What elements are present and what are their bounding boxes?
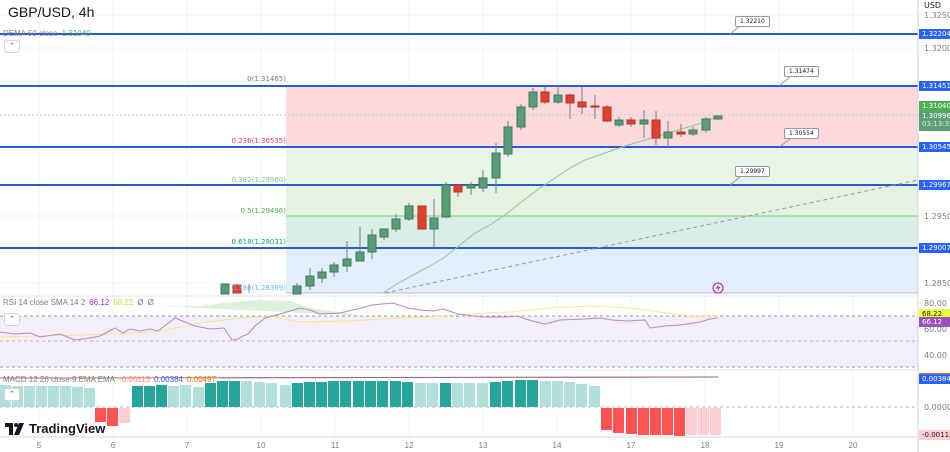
price-callout-1[interactable]: 1.32210 (735, 16, 770, 27)
macd-legend[interactable]: MACD 12 26 close 9 EMA EMA -0.00113 0.0038… (3, 375, 220, 384)
level-tag-5: 1.29007 (919, 243, 950, 253)
time-tick-14: 14 (552, 441, 562, 450)
collapse-rsi-button[interactable]: ⌃ (4, 313, 20, 326)
rsi-legend[interactable]: RSI 14 close SMA 14 2 66.12 68.22 Ø Ø (3, 298, 158, 307)
rsi-legend-label: RSI 14 close SMA 14 2 (3, 298, 86, 307)
tradingview-logo-text: TradingView (29, 421, 106, 436)
price-tick-5: 1.28500 (924, 279, 950, 288)
last-price-tag: 1.30996 03:13:35 (919, 111, 950, 131)
dema-legend-label: DEMA 50 close (3, 29, 58, 38)
macd-hist-tag: -0.00113 (919, 430, 950, 440)
time-tick-7: 7 (184, 441, 190, 450)
last-price: 1.30996 (922, 112, 950, 120)
rsi-extra-2: Ø (147, 298, 154, 307)
macd-zero-tick: 0.00000 (924, 403, 950, 412)
level-tag-3: 1.30545 (919, 142, 950, 152)
dema-legend[interactable]: DEMA 50 close 1.31040 (3, 29, 95, 38)
rsi-tick-80: 80.00 (924, 299, 947, 308)
tradingview-logo-icon (5, 422, 24, 435)
rsi-tick-60: 60.00 (924, 325, 947, 334)
dema-tag: 1.31040 (919, 101, 950, 111)
symbol-title[interactable]: GBP/USD, 4h (8, 4, 95, 20)
fib-label-0382: 0.382(1.29960) (231, 176, 286, 184)
price-callout-3[interactable]: 1.30554 (784, 128, 819, 139)
time-tick-5: 5 (36, 441, 42, 450)
fib-label-0: 0(1.31465) (247, 75, 286, 83)
time-tick-17: 17 (626, 441, 636, 450)
rsi-sma-tag: 68.22 (919, 309, 950, 319)
time-tick-20: 20 (848, 441, 858, 450)
macd-value: 0.00384 (154, 375, 183, 384)
macd-signal-value: 0.00497 (186, 375, 216, 384)
time-tick-6: 6 (110, 441, 116, 450)
collapse-macd-button[interactable]: ⌃ (4, 388, 20, 401)
collapse-legend-button[interactable]: ⌃ (4, 40, 20, 53)
macd-histogram (0, 380, 721, 436)
tradingview-logo[interactable]: TradingView (5, 421, 105, 436)
price-tick-1: 1.32500 (924, 11, 950, 20)
level-tag-2: 1.31451 (919, 81, 950, 91)
fib-label-05: 0.5(1.29496) (240, 207, 286, 215)
time-tick-19: 19 (774, 441, 784, 450)
price-tick-4: 1.29500 (924, 212, 950, 221)
candles (220, 85, 723, 295)
fib-label-0786: 0.786(1.28369) (231, 284, 286, 292)
fib-label-0236: 0.236(1.30535) (231, 137, 286, 145)
rsi-tick-40: 40.00 (924, 351, 947, 360)
bar-countdown: 03:13:35 (922, 120, 950, 128)
dema-legend-value: 1.31040 (61, 29, 91, 38)
rsi-sma-value: 68.22 (113, 298, 134, 307)
time-tick-10: 10 (256, 441, 266, 450)
time-tick-12: 12 (404, 441, 414, 450)
lightning-icon (712, 282, 724, 294)
rsi-tag: 66.12 (919, 317, 950, 327)
fib-label-0618: 0.618(1.29031) (231, 238, 286, 246)
price-callout-4[interactable]: 1.29997 (735, 166, 770, 177)
time-tick-13: 13 (478, 441, 488, 450)
rsi-value: 66.12 (89, 298, 110, 307)
price-callout-2[interactable]: 1.31474 (784, 66, 819, 77)
price-tick-2: 1.32000 (924, 44, 950, 53)
macd-legend-label: MACD 12 26 close 9 EMA EMA (3, 375, 116, 384)
level-tag-4: 1.29967 (919, 180, 950, 190)
macd-hist-value: -0.00113 (119, 375, 151, 384)
macd-tag: 0.00384 (919, 373, 950, 384)
rsi-extra-1: Ø (137, 298, 144, 307)
time-tick-11: 11 (330, 441, 340, 450)
currency-label[interactable]: USD (924, 1, 942, 10)
time-tick-18: 18 (700, 441, 710, 450)
level-tag-1: 1.32204 (919, 29, 950, 39)
